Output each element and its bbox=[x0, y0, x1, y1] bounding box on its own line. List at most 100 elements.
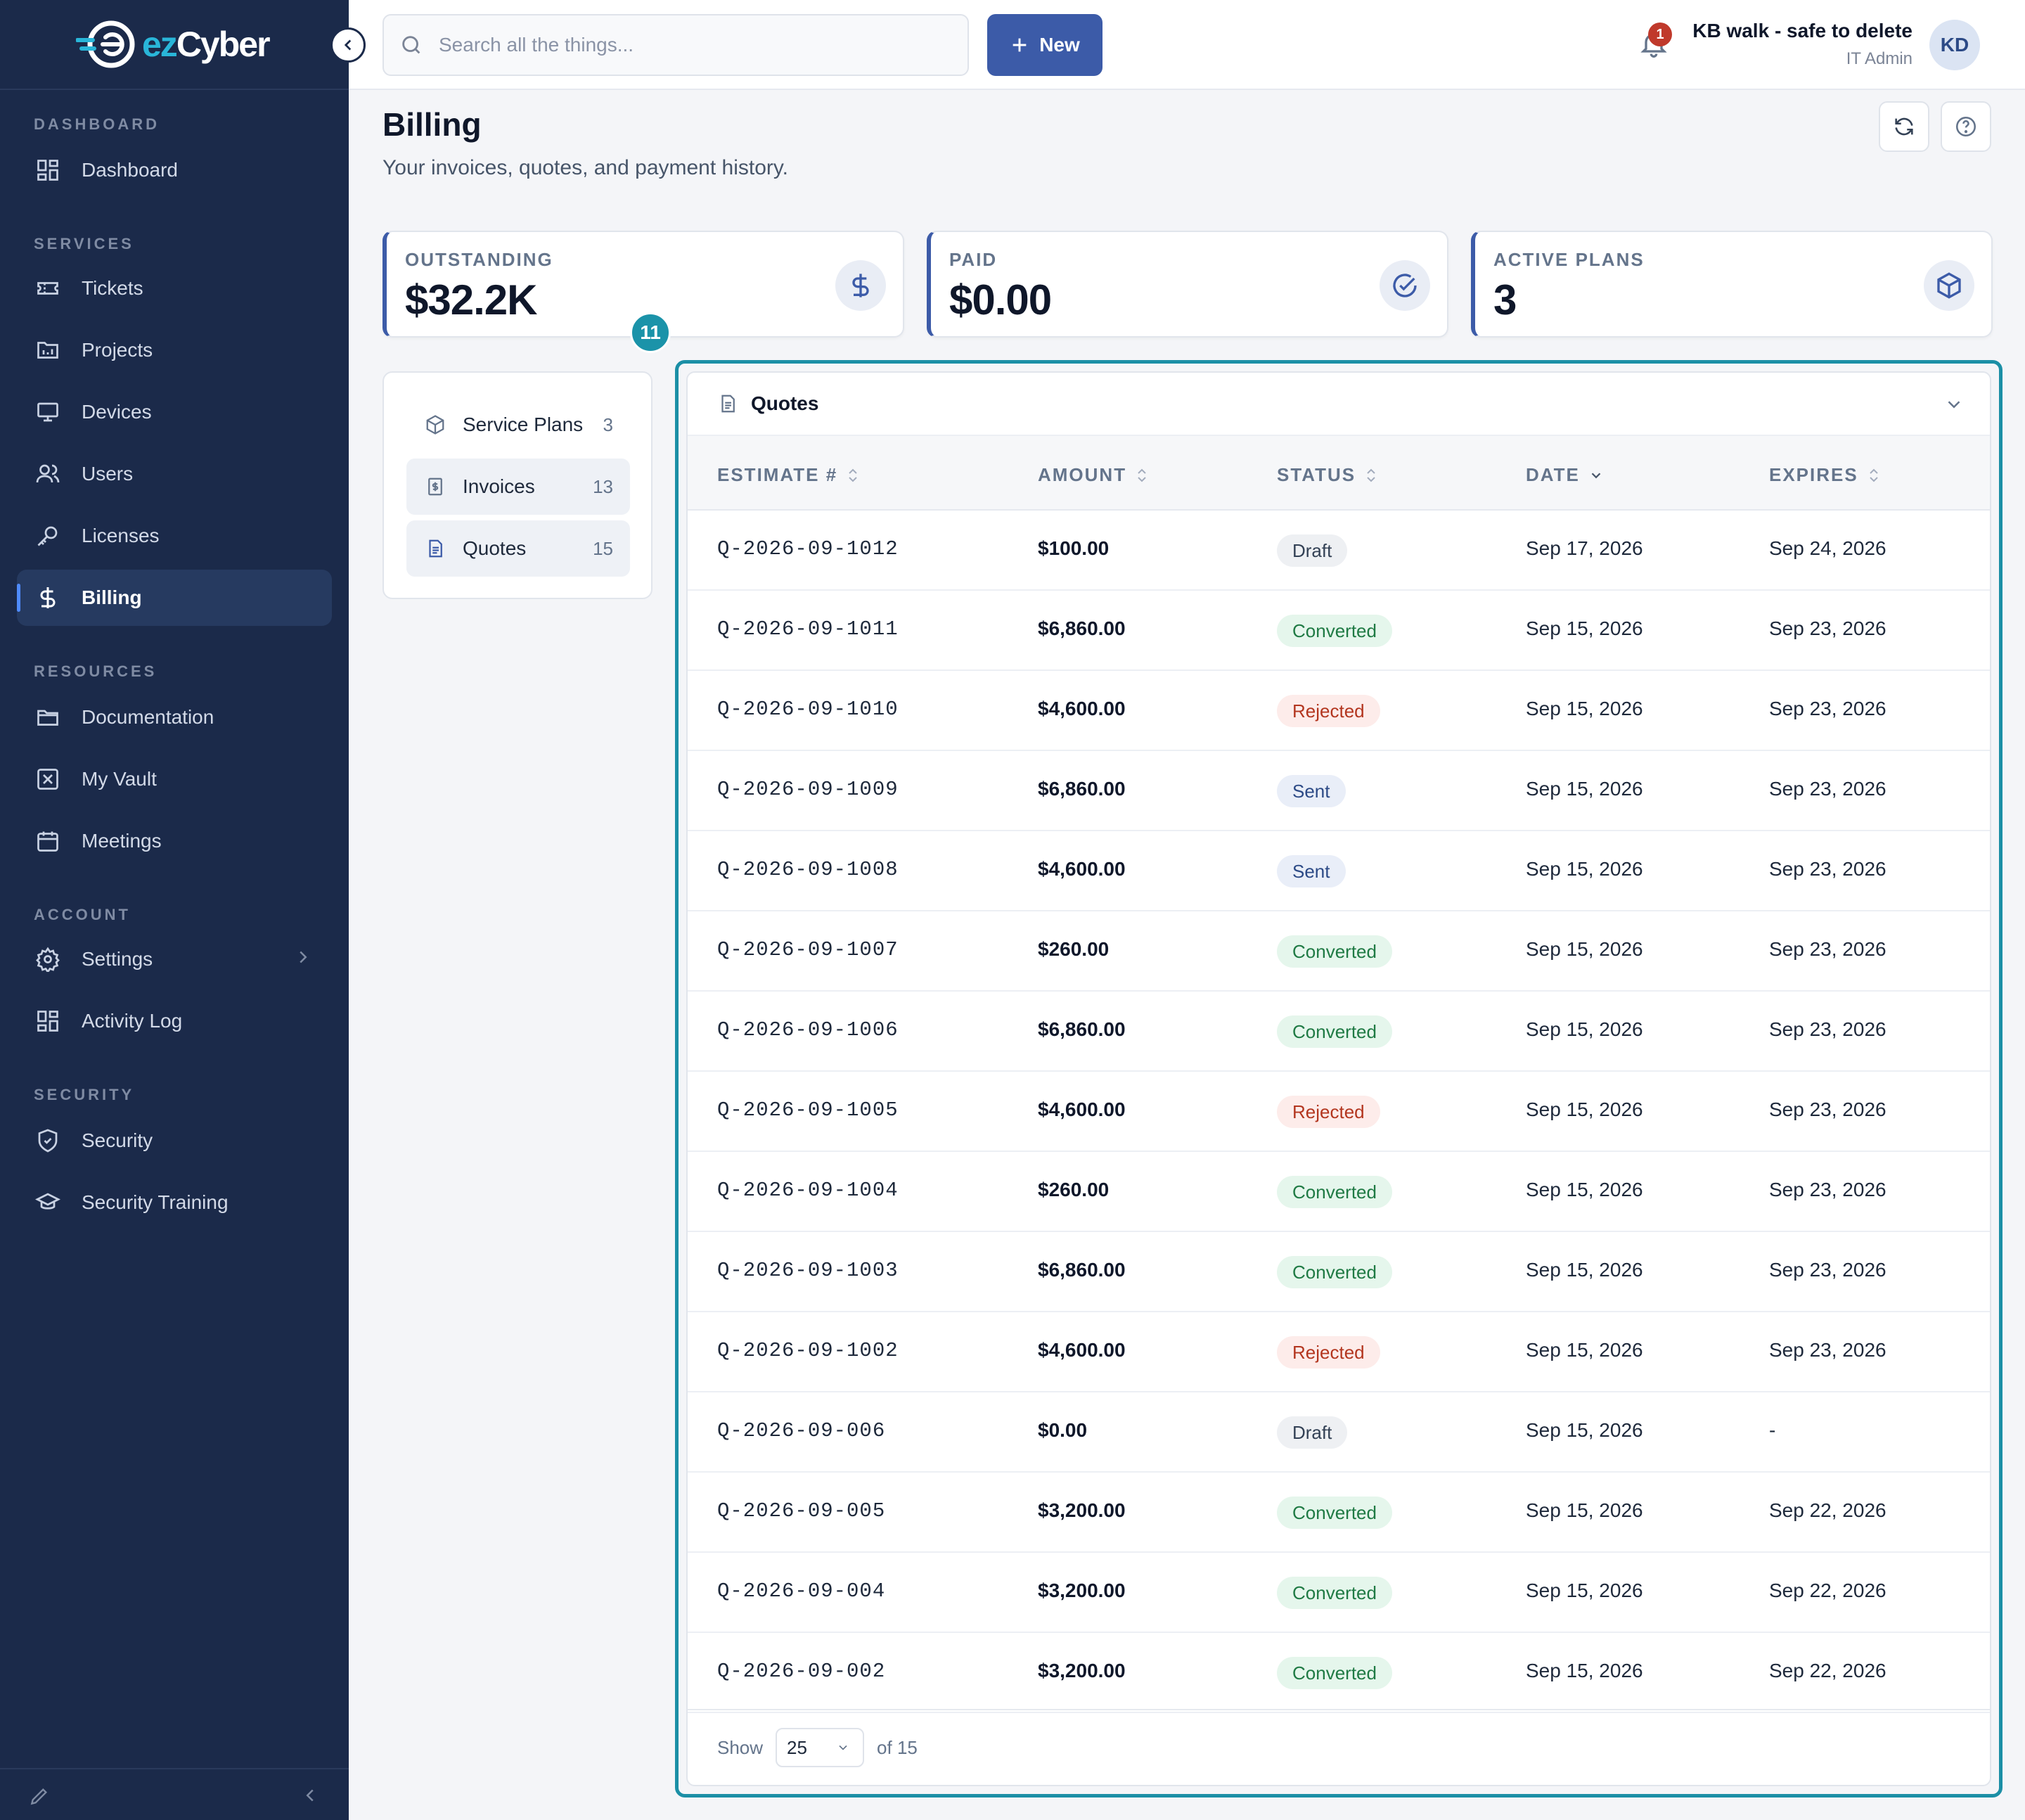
activity-grid-icon bbox=[34, 1007, 62, 1035]
chevron-down-icon[interactable] bbox=[1943, 394, 1965, 415]
status-badge: Sent bbox=[1277, 775, 1346, 807]
stat-card-outstanding: OUTSTANDING $32.2K bbox=[382, 231, 904, 338]
quotes-header[interactable]: Quotes bbox=[688, 373, 1990, 436]
sort-icon bbox=[1364, 467, 1378, 484]
sidebar-item-label: Security bbox=[82, 1129, 153, 1151]
sidebar-item-label: Licenses bbox=[82, 525, 160, 546]
sidebar-item-security-training[interactable]: Security Training bbox=[17, 1174, 332, 1231]
sort-desc-icon bbox=[1588, 468, 1604, 483]
table-row[interactable]: Q-2026-09-1009 $6,860.00 Sent Sep 15, 2026 S… bbox=[688, 751, 1990, 831]
quote-amount: $4,600.00 bbox=[1038, 858, 1126, 880]
sidebar-item-activity-log[interactable]: Activity Log bbox=[17, 993, 332, 1049]
status-badge: Rejected bbox=[1277, 695, 1380, 727]
sidebar-item-tickets[interactable]: Tickets bbox=[17, 260, 332, 316]
estimate-number: Q-2026-09-006 bbox=[717, 1419, 886, 1442]
pager-total: of 15 bbox=[877, 1736, 918, 1758]
table-row[interactable]: Q-2026-09-1007 $260.00 Converted Sep 15, 20… bbox=[688, 911, 1990, 992]
table-row[interactable]: Q-2026-09-1012 $100.00 Draft Sep 17, 2026 Se… bbox=[688, 511, 1990, 591]
sidebar-item-label: My Vault bbox=[82, 768, 157, 790]
sidebar-toggle-button[interactable] bbox=[330, 27, 366, 63]
quote-expires: Sep 23, 2026 bbox=[1769, 698, 1886, 719]
table-row[interactable]: Q-2026-09-1006 $6,860.00 Converted Sep 15, … bbox=[688, 992, 1990, 1072]
page-size-select[interactable]: 25 bbox=[776, 1728, 865, 1767]
search-input[interactable]: Search all the things... bbox=[382, 14, 969, 76]
billing-subnav: Service Plans 3 Invoices 13 Quotes 15 bbox=[382, 371, 652, 599]
sidebar-item-devices[interactable]: Devices bbox=[17, 384, 332, 440]
table-row[interactable]: Q-2026-09-1002 $4,600.00 Rejected Sep 15, 2… bbox=[688, 1312, 1990, 1392]
status-badge: Sent bbox=[1277, 855, 1346, 887]
quote-date: Sep 15, 2026 bbox=[1526, 1259, 1643, 1281]
refresh-icon bbox=[1892, 115, 1916, 139]
user-name[interactable]: KB walk - safe to delete bbox=[1692, 20, 1912, 41]
column-header-expires[interactable]: EXPIRES bbox=[1769, 464, 1881, 486]
quote-date: Sep 15, 2026 bbox=[1526, 1419, 1643, 1441]
sidebar-item-documentation[interactable]: Documentation bbox=[17, 689, 332, 745]
stat-value: 3 bbox=[1493, 276, 1517, 323]
folder-icon bbox=[34, 703, 62, 731]
users-icon bbox=[34, 460, 62, 488]
collapse-sidebar-icon[interactable] bbox=[300, 1785, 321, 1806]
sidebar-item-meetings[interactable]: Meetings bbox=[17, 813, 332, 869]
help-button[interactable] bbox=[1941, 101, 1991, 152]
table-row[interactable]: Q-2026-09-1003 $6,860.00 Converted Sep 15, … bbox=[688, 1232, 1990, 1312]
column-header-amount[interactable]: AMOUNT bbox=[1038, 464, 1149, 486]
sidebar-item-settings[interactable]: Settings bbox=[17, 931, 332, 987]
table-row[interactable]: Q-2026-09-1005 $4,600.00 Rejected Sep 15, 2… bbox=[688, 1072, 1990, 1152]
sidebar-item-label: Meetings bbox=[82, 830, 162, 852]
sidebar-item-label: Devices bbox=[82, 401, 152, 423]
sort-icon bbox=[1135, 467, 1149, 484]
column-header-status[interactable]: STATUS bbox=[1277, 464, 1378, 486]
table-row[interactable]: Q-2026-09-1004 $260.00 Converted Sep 15, 20… bbox=[688, 1152, 1990, 1232]
sidebar-item-projects[interactable]: Projects bbox=[17, 322, 332, 378]
dollar-icon bbox=[835, 260, 886, 311]
quote-amount: $6,860.00 bbox=[1038, 1259, 1126, 1281]
quote-expires: - bbox=[1769, 1419, 1776, 1441]
quote-amount: $6,860.00 bbox=[1038, 778, 1126, 800]
sidebar-item-users[interactable]: Users bbox=[17, 446, 332, 502]
subnav-invoices[interactable]: Invoices 13 bbox=[406, 459, 630, 515]
table-row[interactable]: Q-2026-09-004 $3,200.00 Converted Sep 15, 2… bbox=[688, 1553, 1990, 1633]
estimate-number: Q-2026-09-1010 bbox=[717, 698, 899, 721]
quote-date: Sep 15, 2026 bbox=[1526, 617, 1643, 639]
table-row[interactable]: Q-2026-09-002 $3,200.00 Converted Sep 15, 2… bbox=[688, 1633, 1990, 1713]
quote-date: Sep 15, 2026 bbox=[1526, 1579, 1643, 1601]
quote-amount: $3,200.00 bbox=[1038, 1579, 1126, 1601]
pencil-icon[interactable] bbox=[28, 1785, 51, 1807]
dollar-icon bbox=[34, 584, 62, 612]
avatar[interactable]: KD bbox=[1929, 20, 1980, 70]
table-row[interactable]: Q-2026-09-1008 $4,600.00 Sent Sep 15, 2026 S… bbox=[688, 831, 1990, 911]
shield-icon bbox=[34, 1127, 62, 1155]
sidebar-item-billing[interactable]: Billing bbox=[17, 570, 332, 626]
invoice-icon bbox=[423, 475, 447, 499]
refresh-button[interactable] bbox=[1879, 101, 1929, 152]
new-button[interactable]: New bbox=[987, 14, 1102, 76]
table-row[interactable]: Q-2026-09-006 $0.00 Draft Sep 15, 2026 - bbox=[688, 1392, 1990, 1473]
sidebar-item-dashboard[interactable]: Dashboard bbox=[17, 142, 332, 198]
sidebar-item-label: Projects bbox=[82, 339, 153, 361]
page-title: Billing bbox=[382, 106, 482, 143]
column-header-date[interactable]: DATE bbox=[1526, 464, 1604, 486]
nav-section-dashboard: DASHBOARD bbox=[34, 115, 160, 133]
sidebar-item-my-vault[interactable]: My Vault bbox=[17, 751, 332, 807]
sidebar-item-security[interactable]: Security bbox=[17, 1113, 332, 1169]
quote-date: Sep 15, 2026 bbox=[1526, 1339, 1643, 1361]
sidebar-item-label: Security Training bbox=[82, 1191, 229, 1213]
table-row[interactable]: Q-2026-09-1010 $4,600.00 Rejected Sep 15, 2… bbox=[688, 671, 1990, 751]
quote-amount: $260.00 bbox=[1038, 938, 1110, 960]
sidebar-item-label: Activity Log bbox=[82, 1010, 183, 1032]
ezcyber-logo[interactable]: ezCyber bbox=[76, 18, 271, 70]
sidebar-item-licenses[interactable]: Licenses bbox=[17, 508, 332, 564]
page-size-value: 25 bbox=[787, 1736, 807, 1758]
quote-expires: Sep 24, 2026 bbox=[1769, 537, 1886, 559]
pager-show-label: Show bbox=[717, 1736, 764, 1758]
subnav-service-plans[interactable]: Service Plans 3 bbox=[406, 397, 630, 453]
table-row[interactable]: Q-2026-09-1011 $6,860.00 Converted Sep 15, … bbox=[688, 591, 1990, 671]
subnav-label: Invoices bbox=[463, 475, 535, 497]
stat-label: OUTSTANDING bbox=[405, 249, 553, 270]
table-row[interactable]: Q-2026-09-005 $3,200.00 Converted Sep 15, 2… bbox=[688, 1473, 1990, 1553]
subnav-quotes[interactable]: Quotes 15 bbox=[406, 520, 630, 577]
logo-area: ezCyber bbox=[0, 0, 349, 90]
column-header-estimate[interactable]: ESTIMATE # bbox=[717, 464, 860, 486]
subnav-count: 13 bbox=[593, 475, 613, 497]
stat-card-active-plans: ACTIVE PLANS 3 bbox=[1471, 231, 1993, 338]
